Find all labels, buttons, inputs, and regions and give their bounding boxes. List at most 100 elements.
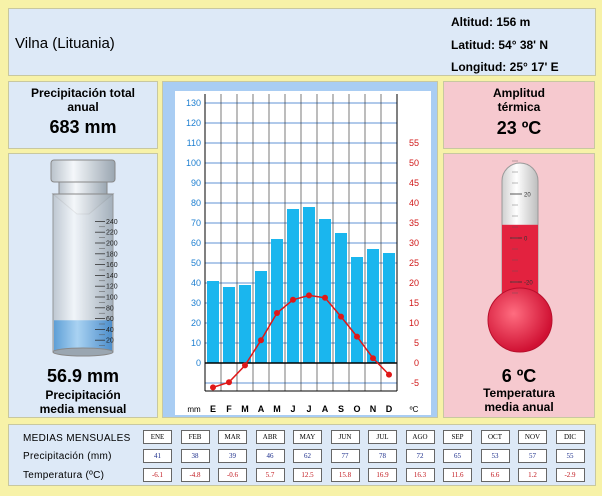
gauge-tick-label: 200 [106,241,118,248]
temp-tick-label: 25 [409,258,419,268]
temp-tick-label: 35 [409,218,419,228]
amplitude-value: 23 ºC [496,118,542,138]
climograph-chart: 0 10 20 30 40 50 60 70 80 90 100 110 120 130 -5 0 5 10 15… [175,91,431,415]
precip-row-label: Precipitación (mm) [23,451,112,462]
precip-bar [303,207,315,363]
longitude-value: 25° 17' E [509,60,559,74]
month-label: A [322,404,329,414]
amplitude-label: Amplitud térmica [444,86,594,114]
temp-unit-label: ºC [410,405,419,414]
precip-bar [351,257,363,363]
month-label: D [386,404,393,414]
temp-cell: -2.9 [555,468,585,482]
precip-cell: 39 [218,449,247,463]
precip-tick-label: 10 [191,338,201,348]
precip-bar [223,287,235,363]
precip-cell: 55 [555,449,585,463]
precip-unit-label: mm [187,405,201,414]
precip-cell: 46 [255,449,285,463]
temp-mean-label: Temperatura media anual [444,386,594,414]
rain-gauge-panel: 240 220 200 180 160 140 120 100 80 60 40 20 56.9 mm… [8,153,158,418]
gauge-tick-label: 140 [106,273,118,280]
month-label: E [210,404,216,414]
precip-bar [335,233,347,363]
therm-tick-label: 40 [524,154,531,155]
rain-gauge-water [54,320,112,351]
month-header-cell: NOV [518,430,547,444]
rain-gauge-icon: 240 220 200 180 160 140 120 100 80 60 40 20 [50,159,118,357]
month-header-cell: ENE [143,430,172,444]
month-label: S [338,404,344,414]
therm-tick-label: -20 [524,281,533,287]
temp-tick-label: 10 [409,318,419,328]
temperature-point [210,384,216,391]
month-label: O [353,404,360,414]
month-header-cell: JUL [368,430,397,444]
temp-cell: -6.1 [143,468,172,482]
precip-cell: 53 [480,449,510,463]
precip-cell: 72 [405,449,435,463]
altitude-value: 156 m [496,15,531,29]
climograph-panel: 0 10 20 30 40 50 60 70 80 90 100 110 120 130 -5 0 5 10 15… [162,81,438,418]
amplitude-label-line1: Amplitud [493,86,545,100]
amplitude-label-line2: térmica [497,100,541,114]
temperature-point [226,379,232,386]
precip-tick-label: 100 [186,158,201,168]
temperature-path [212,294,390,389]
gauge-tick-label: 20 [106,338,114,345]
precip-total-label-line2: anual [67,100,99,114]
altitude-label: Altitud: [451,15,493,29]
precip-mean-label-line2: media mensual [39,402,127,416]
temperature-line [210,292,392,391]
therm-tick-label: 0 [524,237,528,243]
temp-tick-label: 45 [409,178,419,188]
gauge-tick-label: 180 [106,251,118,258]
temperature-point [306,292,312,299]
altitude-row: Altitud: 156 m [451,15,530,29]
precip-axis-ticks: 0 10 20 30 40 50 60 70 80 90 100 110 120 130 [186,98,201,368]
monthly-table: MEDIAS MENSUALES Precipitación (mm) Temp… [8,424,596,486]
table-title: MEDIAS MENSUALES [23,433,131,444]
precip-tick-label: 20 [191,318,201,328]
month-label: J [306,404,311,414]
temperature-point [290,296,296,303]
temp-mean-label-line1: Temperatura [483,386,555,400]
precip-tick-label: 30 [191,298,201,308]
temp-mean-value: 6 ºC [501,366,537,386]
temp-tick-label: 40 [409,198,419,208]
temp-tick-label: 30 [409,238,419,248]
precip-tick-label: 130 [186,98,201,108]
month-header-cell: FEB [180,430,210,444]
thermometer-scale: 6040200-20 [510,154,533,294]
temperature-point [322,294,328,301]
month-label: A [258,404,265,414]
temperature-point [258,337,264,344]
precip-cell: 38 [180,449,210,463]
precip-bar [207,281,219,363]
precip-cell: 65 [443,449,472,463]
precip-bar [255,271,267,363]
temp-tick-label: 15 [409,298,419,308]
precip-tick-label: 120 [186,118,201,128]
gauge-tick-label: 120 [106,284,118,291]
precip-bar [271,239,283,363]
latitude-label: Latitud: [451,38,495,52]
month-label: M [241,404,249,414]
precip-cell: 78 [368,449,397,463]
gauge-tick-label: 80 [106,305,114,312]
precip-tick-label: 0 [196,358,201,368]
temperature-point [242,362,248,369]
precip-mean-label-line1: Precipitación [45,388,121,402]
precip-tick-label: 90 [191,178,201,188]
precip-tick-label: 50 [191,258,201,268]
chart-axes [204,94,398,392]
temp-cell: 12.5 [293,468,322,482]
precip-bar [319,219,331,363]
temp-cell: 15.8 [330,468,360,482]
temp-cell: -0.6 [218,468,247,482]
month-header-cell: SEP [443,430,472,444]
temp-tick-label: -5 [411,378,419,388]
latitude-value: 54° 38' N [498,38,549,52]
month-header-cell: JUN [330,430,360,444]
